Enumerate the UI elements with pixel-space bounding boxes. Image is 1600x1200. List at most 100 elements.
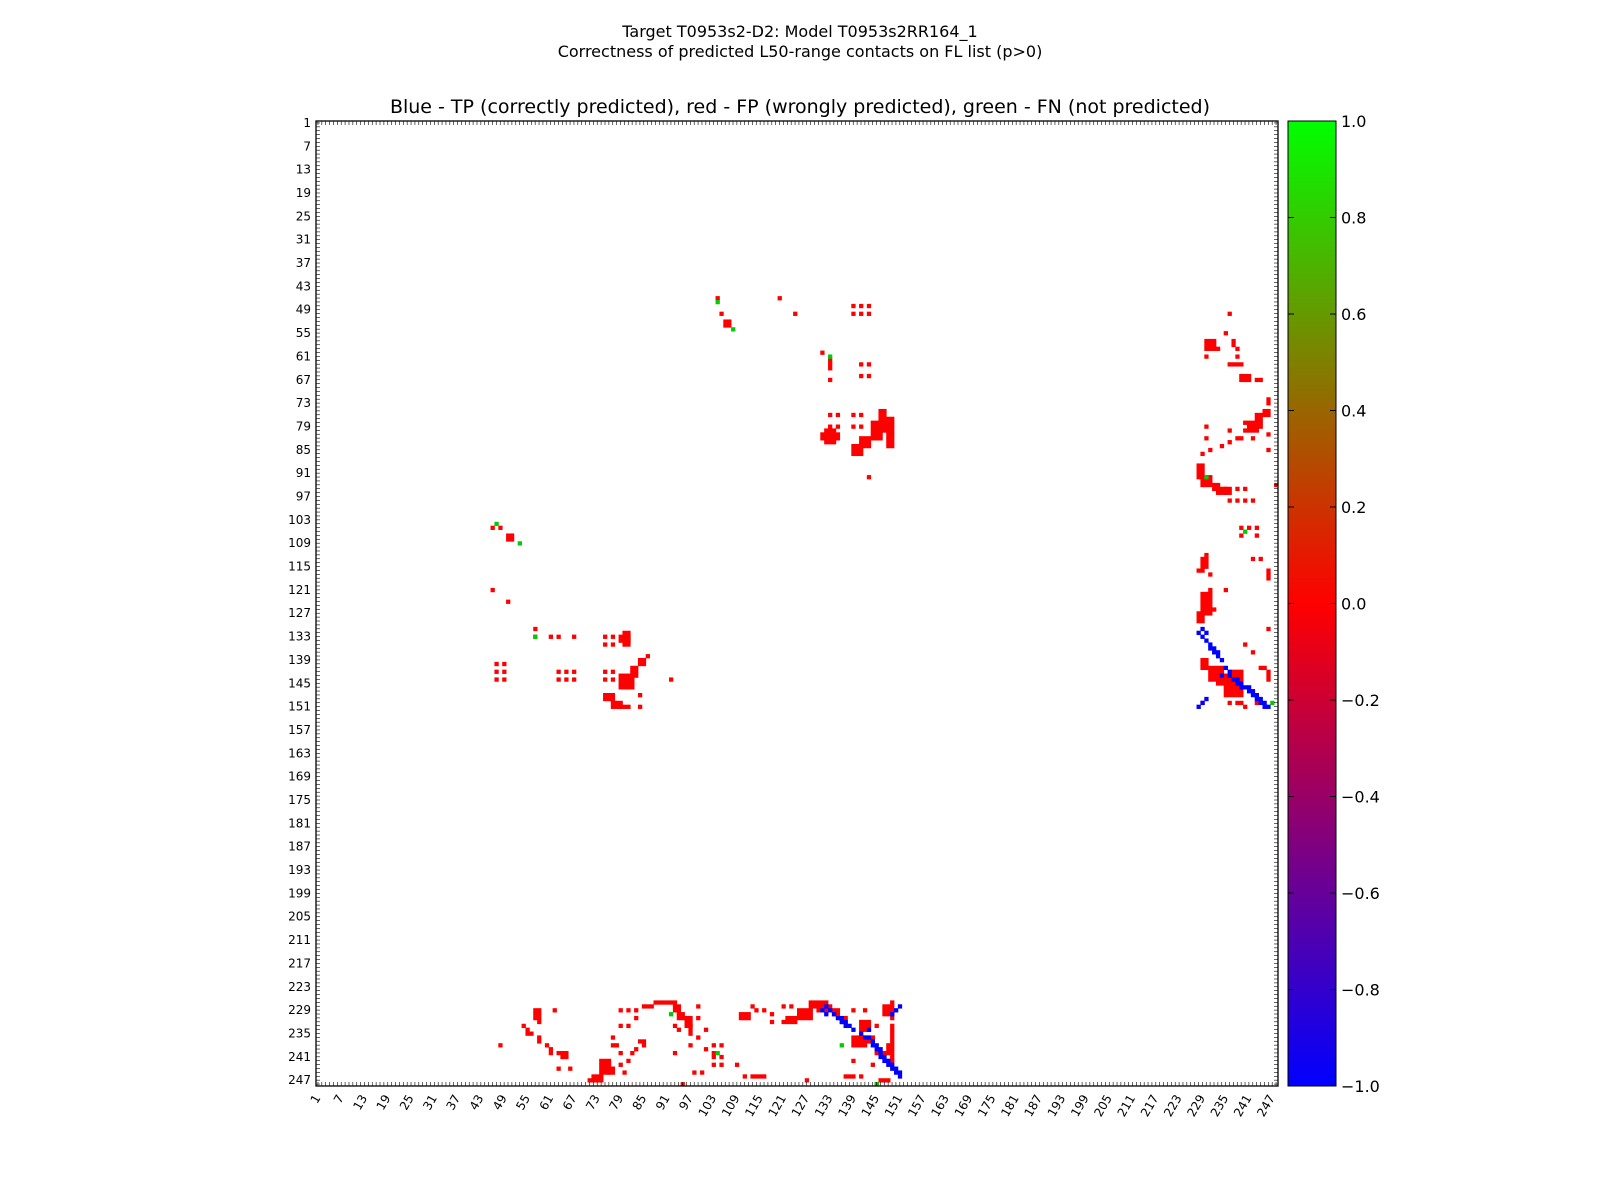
fp-cell (719, 1062, 724, 1067)
fp-cell (1227, 700, 1232, 706)
tp-cell (831, 1012, 837, 1017)
fp-cell (564, 669, 569, 674)
tp-cell (897, 1070, 903, 1075)
fp-cell (828, 412, 833, 418)
x-tick-label: 31 (420, 1092, 440, 1112)
fp-cell (533, 626, 538, 632)
fp-cell (1196, 463, 1205, 480)
fp-cell (804, 1078, 810, 1083)
fp-cell (1246, 525, 1252, 530)
y-tick-label: 169 (288, 770, 311, 784)
fp-cell (1227, 362, 1244, 367)
y-tick-label: 73 (296, 396, 311, 410)
tp-cell (870, 1043, 875, 1048)
fp-cell (1227, 440, 1232, 445)
x-tick-label: 151 (882, 1092, 906, 1119)
fp-cell (719, 311, 724, 316)
x-tick-label: 139 (835, 1092, 859, 1119)
y-tick-label: 145 (288, 676, 311, 690)
fp-cell (672, 1023, 678, 1029)
y-tick-label: 151 (288, 700, 311, 714)
tp-cell (874, 1043, 879, 1048)
fp-cell (715, 296, 720, 301)
y-tick-label: 55 (296, 326, 311, 340)
fp-cell (890, 1039, 895, 1044)
fp-cell (502, 669, 507, 674)
tp-cell (1243, 685, 1248, 690)
axis-ticks (316, 121, 1278, 1086)
colorbar-tick-label: −0.4 (1341, 788, 1380, 807)
fp-cell (688, 1023, 693, 1036)
tp-cell (847, 1023, 852, 1029)
fp-cell (777, 296, 782, 301)
tp-cell (1219, 673, 1225, 678)
fp-cell (1235, 498, 1240, 503)
tp-cell (878, 1054, 883, 1060)
fp-cell (637, 692, 643, 698)
fp-cell (618, 1023, 623, 1029)
fp-cell (886, 432, 895, 449)
fp-cell (498, 1043, 503, 1048)
fp-cell (866, 311, 872, 316)
fp-cell (653, 1000, 670, 1005)
tp-cell (870, 1039, 875, 1044)
y-tick-label: 181 (288, 816, 311, 830)
fp-cell (603, 642, 608, 647)
fp-cell (1227, 311, 1232, 316)
fp-cell (618, 1050, 623, 1056)
fp-cell (769, 1012, 775, 1017)
tp-cell (1212, 646, 1217, 651)
tp-cell (866, 1027, 872, 1032)
fp-cell (1235, 436, 1244, 441)
fp-cell (882, 1004, 891, 1017)
fp-cell (1239, 525, 1244, 530)
fp-cell (711, 1043, 716, 1048)
tp-cell (1258, 696, 1263, 702)
fp-cell (762, 1008, 767, 1013)
fp-cell (556, 677, 561, 682)
fp-cell (1223, 587, 1228, 593)
fp-cell (556, 1066, 561, 1071)
fp-cell (843, 1074, 856, 1079)
tp-cell (1250, 692, 1256, 698)
x-tick-label: 211 (1115, 1092, 1139, 1119)
fp-cell (862, 1008, 868, 1013)
fn-cell (715, 299, 720, 305)
fp-cell (1208, 447, 1213, 453)
y-tick-label: 229 (288, 1003, 311, 1017)
y-tick-label: 37 (296, 256, 311, 270)
fp-cell (866, 362, 872, 367)
colorbar-tick-label: 0.8 (1341, 209, 1366, 228)
tp-cell (839, 1019, 844, 1025)
tp-cell (1204, 630, 1209, 636)
fn-cell (668, 1012, 674, 1017)
fp-cell (548, 634, 554, 639)
fp-cell (820, 350, 825, 355)
tp-cell (1239, 685, 1244, 690)
fp-cell (672, 1004, 682, 1013)
fp-cell (537, 1039, 542, 1044)
fp-cell (1204, 424, 1209, 429)
fp-cell (1250, 556, 1256, 562)
fp-cell (1215, 346, 1221, 351)
fp-cell (769, 1019, 775, 1025)
tp-cell (1235, 681, 1240, 686)
colorbar-tick-label: 0.0 (1341, 595, 1366, 614)
tp-cell (843, 1019, 848, 1025)
tp-cell (851, 1027, 856, 1032)
fp-cell (641, 1043, 647, 1048)
fp-cell (1208, 572, 1213, 577)
colorbar-tick-label: 0.2 (1341, 498, 1366, 517)
y-tick-label: 139 (288, 653, 311, 667)
fp-cell (525, 1027, 530, 1036)
x-tick-label: 235 (1208, 1092, 1232, 1119)
fp-cell (797, 1008, 813, 1021)
x-tick-label: 187 (1021, 1092, 1045, 1119)
fp-cell (878, 1078, 891, 1083)
y-tick-label: 127 (288, 606, 311, 620)
tp-cell (1212, 650, 1217, 655)
x-tick-label: 85 (630, 1092, 650, 1112)
y-tick-label: 223 (288, 980, 311, 994)
fp-cell (692, 1070, 697, 1075)
x-tick-label: 205 (1091, 1092, 1115, 1119)
